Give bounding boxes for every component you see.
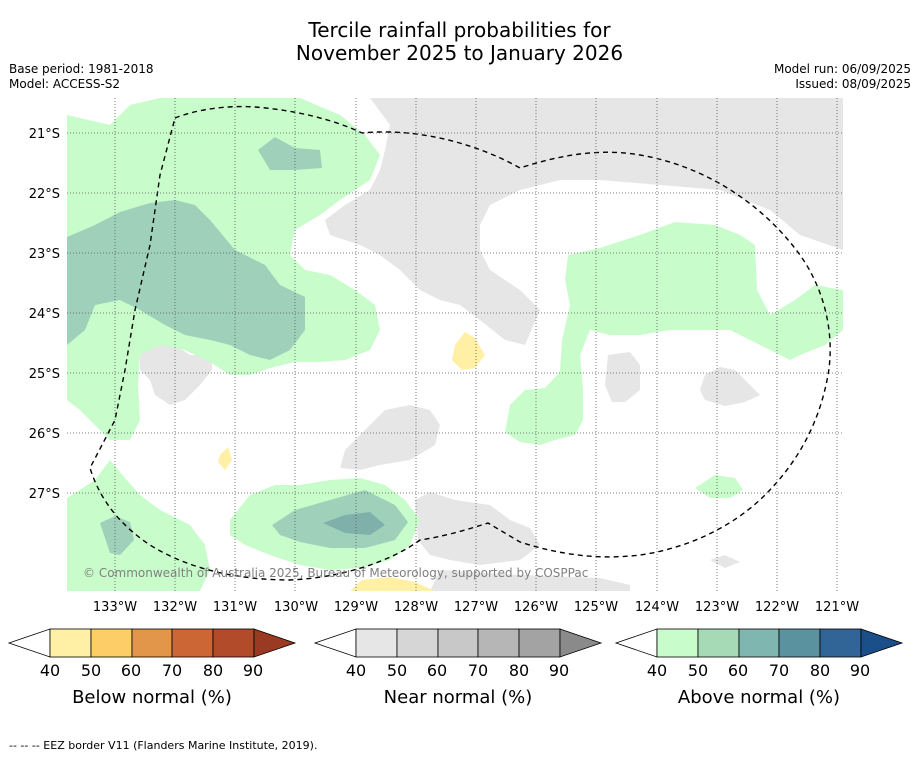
legend-tick: 50 bbox=[81, 661, 101, 680]
probability-map: © Commonwealth of Australia 2025, Bureau… bbox=[67, 98, 843, 591]
lon-label: 122°W bbox=[755, 600, 799, 615]
legend-swatch bbox=[172, 629, 213, 657]
legend-tick: 50 bbox=[688, 661, 708, 680]
lat-label: 24°S bbox=[29, 307, 60, 322]
legend-above-normal: 40 50 60 70 80 90 Above normal (%) bbox=[616, 629, 902, 708]
legend-swatch bbox=[657, 629, 698, 657]
legend-tick: 50 bbox=[387, 661, 407, 680]
lat-label: 27°S bbox=[29, 487, 60, 502]
latitude-labels: 21°S 22°S 23°S 24°S 25°S 26°S 27°S bbox=[29, 127, 60, 502]
legend-tick: 40 bbox=[40, 661, 60, 680]
near-normal-region-southeast bbox=[710, 555, 740, 568]
lon-label: 124°W bbox=[635, 600, 679, 615]
legend-tick: 80 bbox=[810, 661, 830, 680]
legend-swatch bbox=[9, 629, 50, 657]
legend-swatch bbox=[820, 629, 861, 657]
legend-below-normal: 40 50 60 70 80 90 Below normal (%) bbox=[9, 629, 295, 708]
legend-swatch bbox=[91, 629, 132, 657]
legend-swatch bbox=[50, 629, 91, 657]
map-canvas: © Commonwealth of Australia 2025, Bureau… bbox=[0, 0, 919, 758]
legend-swatch bbox=[478, 629, 519, 657]
legend-swatch bbox=[315, 629, 356, 657]
legend-tick: 90 bbox=[549, 661, 569, 680]
lon-label: 126°W bbox=[514, 600, 558, 615]
legend-label: Above normal (%) bbox=[678, 687, 840, 708]
legend-tick: 60 bbox=[427, 661, 447, 680]
legend-swatch bbox=[698, 629, 739, 657]
copyright-text: © Commonwealth of Australia 2025, Bureau… bbox=[83, 566, 588, 580]
forecast-map-figure: Tercile rainfall probabilities for Novem… bbox=[0, 0, 919, 758]
lat-label: 25°S bbox=[29, 367, 60, 382]
legend-near-normal: 40 50 60 70 80 90 Near normal (%) bbox=[315, 629, 601, 708]
lon-label: 128°W bbox=[394, 600, 438, 615]
eez-footnote: -- -- -- EEZ border V11 (Flanders Marine… bbox=[9, 739, 317, 752]
legend-swatch bbox=[397, 629, 438, 657]
legend-swatch bbox=[560, 629, 601, 657]
lon-label: 130°W bbox=[274, 600, 318, 615]
lon-label: 127°W bbox=[454, 600, 498, 615]
lon-label: 131°W bbox=[213, 600, 257, 615]
lon-label: 132°W bbox=[153, 600, 197, 615]
legend-swatch bbox=[132, 629, 172, 657]
lat-label: 21°S bbox=[29, 127, 60, 142]
above-normal-region-southeast bbox=[695, 475, 743, 498]
lon-label: 121°W bbox=[815, 600, 859, 615]
legend-swatch bbox=[213, 629, 254, 657]
lon-label: 129°W bbox=[334, 600, 378, 615]
legend-swatch bbox=[519, 629, 560, 657]
legend-tick: 90 bbox=[243, 661, 263, 680]
legend-tick: 70 bbox=[769, 661, 789, 680]
below-normal-region-west bbox=[218, 447, 232, 470]
lon-label: 123°W bbox=[695, 600, 739, 615]
legend-swatch bbox=[356, 629, 397, 657]
legend-tick: 40 bbox=[647, 661, 667, 680]
near-normal-region-central bbox=[340, 405, 440, 470]
below-normal-region-central bbox=[452, 332, 485, 370]
legend-tick: 90 bbox=[850, 661, 870, 680]
legend-tick: 40 bbox=[346, 661, 366, 680]
lon-label: 125°W bbox=[574, 600, 618, 615]
legend-tick: 70 bbox=[162, 661, 182, 680]
near-normal-region-south bbox=[415, 492, 540, 565]
legend-tick: 60 bbox=[121, 661, 141, 680]
legend-swatch bbox=[616, 629, 657, 657]
legend-tick: 70 bbox=[468, 661, 488, 680]
legend-label: Below normal (%) bbox=[72, 687, 232, 708]
legend-swatch bbox=[438, 629, 478, 657]
legend-swatch bbox=[254, 629, 295, 657]
lat-label: 22°S bbox=[29, 187, 60, 202]
lat-label: 26°S bbox=[29, 427, 60, 442]
legend-tick: 80 bbox=[203, 661, 223, 680]
lon-label: 133°W bbox=[93, 600, 137, 615]
legend-tick: 60 bbox=[728, 661, 748, 680]
above-normal-region-east bbox=[505, 222, 843, 445]
lat-label: 23°S bbox=[29, 247, 60, 262]
legend-swatch bbox=[861, 629, 902, 657]
legend-label: Near normal (%) bbox=[384, 687, 533, 708]
legend-tick: 80 bbox=[509, 661, 529, 680]
longitude-labels: 133°W 132°W 131°W 130°W 129°W 128°W 127°… bbox=[93, 600, 859, 615]
near-normal-region-east-small bbox=[605, 352, 640, 402]
legend-swatch bbox=[779, 629, 820, 657]
legend-swatch bbox=[739, 629, 779, 657]
